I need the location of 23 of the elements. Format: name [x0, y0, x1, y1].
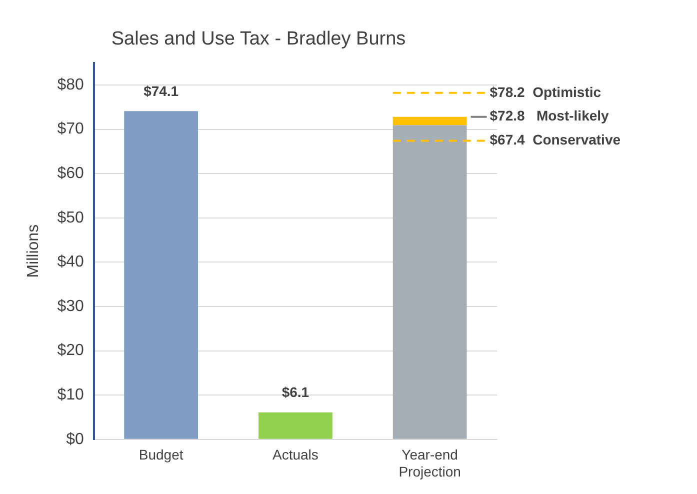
bar — [392, 116, 467, 126]
bar — [258, 412, 332, 439]
data-label: $6.1 — [282, 384, 310, 400]
bar — [392, 125, 467, 439]
ref-line-label: $78.2 Optimistic — [490, 84, 602, 100]
y-tick-label: $10 — [57, 386, 84, 404]
y-tick-label: $60 — [57, 164, 84, 182]
y-tick-label: $80 — [57, 76, 84, 94]
y-tick-label: $70 — [57, 120, 84, 138]
data-label: $74.1 — [144, 82, 179, 99]
y-tick-label: $50 — [57, 209, 84, 226]
y-tick-label: $20 — [57, 342, 84, 360]
chart-title: Sales and Use Tax - Bradley Burns — [111, 28, 406, 50]
y-axis-title: Millions — [25, 224, 42, 278]
y-tick-label: $30 — [57, 298, 84, 315]
ref-line-label: $67.4 Conservative — [490, 132, 621, 148]
x-tick-label: Budget — [138, 446, 184, 463]
bar — [124, 111, 198, 439]
y-tick-label: $40 — [57, 254, 84, 271]
x-tick-label: Actuals — [272, 446, 318, 463]
y-tick-label: $0 — [66, 430, 84, 448]
x-tick-label: Year-end Projection — [398, 446, 461, 480]
ref-line-label: $72.8 Most-likely — [490, 108, 610, 124]
